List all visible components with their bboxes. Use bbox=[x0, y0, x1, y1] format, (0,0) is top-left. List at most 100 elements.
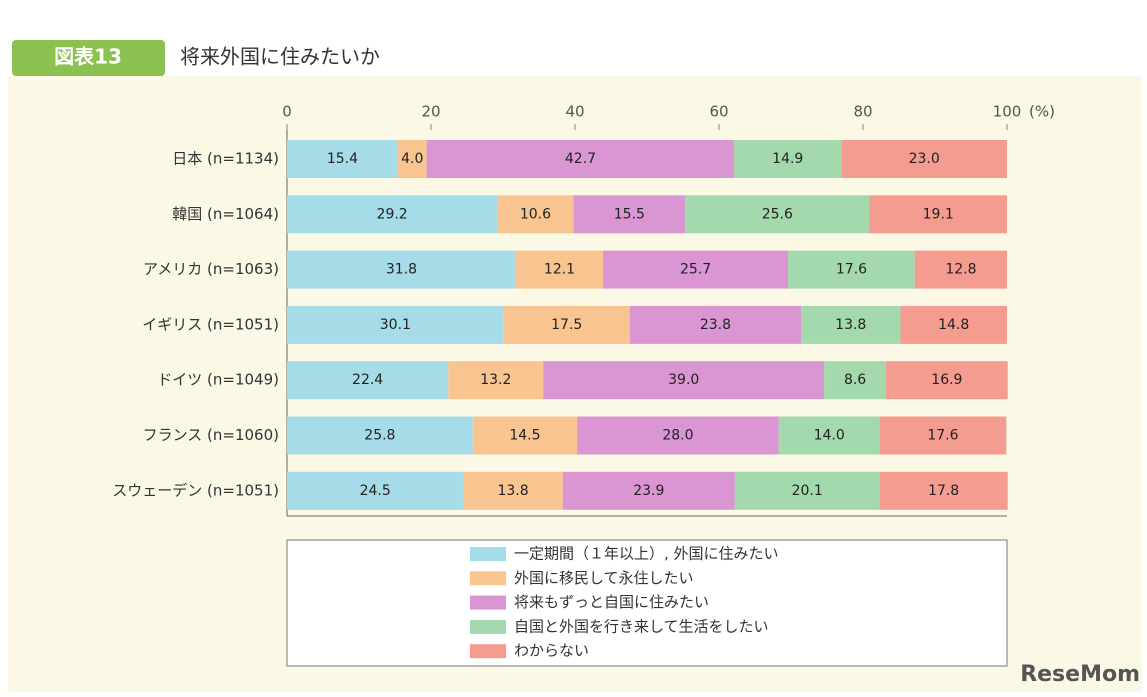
legend-label: 自国と外国を行き来して生活をしたい bbox=[514, 617, 769, 635]
bar-segment bbox=[287, 250, 516, 289]
bar-segment bbox=[734, 471, 880, 510]
bar-segment bbox=[463, 471, 563, 510]
x-tick-label: 60 bbox=[709, 103, 728, 121]
data-label: 17.6 bbox=[836, 262, 867, 278]
legend-box bbox=[286, 539, 1008, 667]
bar-segment bbox=[824, 361, 887, 400]
data-label: 14.0 bbox=[814, 428, 845, 444]
x-tick-label: 20 bbox=[421, 103, 440, 121]
data-label: 16.9 bbox=[931, 372, 962, 388]
legend-swatch bbox=[470, 619, 506, 634]
data-label: 14.9 bbox=[772, 151, 803, 167]
bar-segment bbox=[841, 140, 1007, 178]
bar-segment bbox=[778, 416, 880, 455]
data-label: 23.0 bbox=[909, 151, 940, 167]
x-tick-label: 40 bbox=[565, 103, 584, 121]
data-label: 17.8 bbox=[928, 483, 959, 499]
data-label: 39.0 bbox=[668, 372, 699, 388]
y-tick-label: 韓国 (n=1064) bbox=[172, 205, 279, 223]
data-label: 25.8 bbox=[364, 428, 395, 444]
data-label: 25.6 bbox=[762, 206, 793, 222]
x-tick-label: 0 bbox=[282, 103, 292, 121]
data-label: 24.5 bbox=[360, 483, 391, 499]
bar-segment bbox=[562, 471, 735, 510]
data-label: 29.2 bbox=[377, 206, 408, 222]
bar-segment bbox=[472, 416, 578, 455]
bar-segment bbox=[869, 195, 1007, 234]
bar-segment bbox=[603, 250, 789, 289]
x-axis-label: (%) bbox=[1029, 103, 1055, 121]
watermark: ReseMom bbox=[1020, 662, 1140, 687]
y-tick-label: イギリス (n=1051) bbox=[142, 315, 279, 333]
bar-segment bbox=[426, 140, 735, 178]
y-tick-label: 日本 (n=1134) bbox=[172, 150, 279, 168]
legend-swatch bbox=[470, 644, 506, 659]
data-label: 17.6 bbox=[927, 428, 958, 444]
bar-segment bbox=[287, 195, 498, 234]
bar-segment bbox=[287, 305, 504, 344]
bar-segment bbox=[685, 195, 870, 234]
bar-segment bbox=[629, 305, 802, 344]
data-label: 25.7 bbox=[680, 262, 711, 278]
bar-segment bbox=[577, 416, 779, 455]
bar-segment bbox=[801, 305, 901, 344]
data-label: 13.8 bbox=[835, 317, 866, 333]
data-label: 12.1 bbox=[544, 262, 575, 278]
data-label: 19.1 bbox=[923, 206, 954, 222]
legend-swatch bbox=[470, 595, 506, 610]
bar-segment bbox=[886, 361, 1008, 400]
bar-segment bbox=[448, 361, 544, 400]
data-label: 23.9 bbox=[633, 483, 664, 499]
badge: 図表13 bbox=[54, 45, 122, 69]
bar-segment bbox=[900, 305, 1007, 344]
y-tick-label: ドイツ (n=1049) bbox=[157, 371, 279, 389]
bar-segment bbox=[287, 140, 398, 178]
data-label: 20.1 bbox=[792, 483, 823, 499]
bar-segment bbox=[515, 250, 604, 289]
bar-segment bbox=[503, 305, 630, 344]
chart-title: 将来外国に住みたいか bbox=[180, 45, 380, 69]
bar-segment bbox=[287, 416, 473, 455]
data-label: 14.8 bbox=[938, 317, 969, 333]
data-label: 13.2 bbox=[480, 372, 511, 388]
bar-segment bbox=[543, 361, 825, 400]
data-label: 23.8 bbox=[700, 317, 731, 333]
data-label: 8.6 bbox=[844, 372, 866, 388]
data-label: 28.0 bbox=[662, 428, 693, 444]
data-label: 22.4 bbox=[352, 372, 383, 388]
legend-swatch bbox=[470, 571, 506, 586]
data-label: 31.8 bbox=[386, 262, 417, 278]
bar-segment bbox=[788, 250, 915, 289]
legend-label: 将来もずっと自国に住みたい bbox=[514, 593, 709, 611]
y-tick-label: フランス (n=1060) bbox=[143, 426, 279, 444]
legend-label: 一定期間（１年以上）, 外国に住みたい bbox=[514, 545, 779, 563]
data-label: 15.4 bbox=[327, 151, 358, 167]
y-tick-label: アメリカ (n=1063) bbox=[143, 260, 279, 278]
legend-label: 外国に移民して永住したい bbox=[514, 569, 694, 587]
data-label: 42.7 bbox=[565, 151, 596, 167]
x-tick-label: 80 bbox=[853, 103, 872, 121]
data-label: 14.5 bbox=[509, 428, 540, 444]
bar-segment bbox=[287, 361, 449, 400]
data-label: 15.5 bbox=[614, 206, 645, 222]
y-tick-label: スウェーデン (n=1051) bbox=[112, 481, 279, 499]
data-label: 4.0 bbox=[401, 151, 423, 167]
bar-segment bbox=[734, 140, 842, 178]
bar-segment bbox=[879, 416, 1007, 455]
x-tick-label: 100 bbox=[993, 103, 1022, 121]
bar-segment bbox=[287, 471, 464, 510]
bar-segment bbox=[497, 195, 574, 234]
data-label: 13.8 bbox=[497, 483, 528, 499]
data-label: 12.8 bbox=[945, 262, 976, 278]
bar-segment bbox=[573, 195, 686, 234]
badge-box bbox=[12, 40, 165, 76]
legend-label: わからない bbox=[514, 642, 589, 660]
data-label: 30.1 bbox=[380, 317, 411, 333]
bar-segment bbox=[397, 140, 427, 178]
data-label: 17.5 bbox=[551, 317, 582, 333]
data-label: 10.6 bbox=[520, 206, 551, 222]
bar-segment bbox=[879, 471, 1008, 510]
bar-segment bbox=[914, 250, 1007, 289]
legend-swatch bbox=[470, 547, 506, 561]
